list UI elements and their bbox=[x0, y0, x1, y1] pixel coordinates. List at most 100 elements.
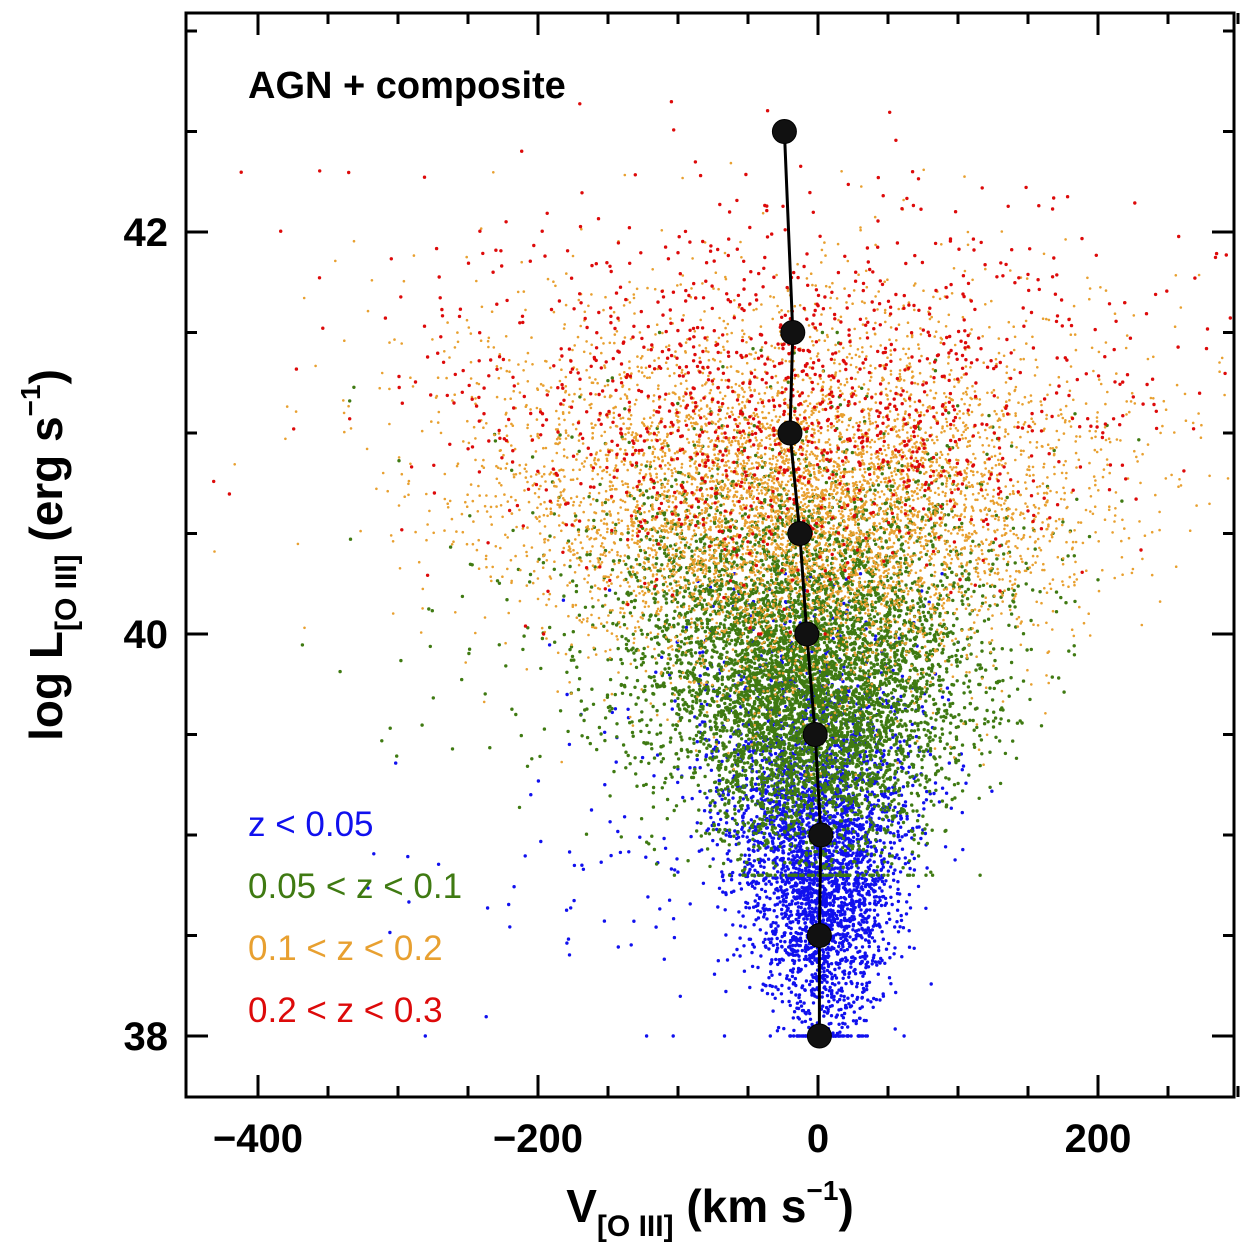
scatter-point bbox=[848, 901, 852, 906]
scatter-point bbox=[838, 769, 843, 774]
scatter-point bbox=[802, 715, 807, 719]
scatter-point bbox=[757, 860, 762, 865]
scatter-point bbox=[771, 920, 775, 925]
scatter-point bbox=[886, 869, 891, 873]
scatter-point bbox=[862, 989, 866, 993]
scatter-point bbox=[581, 867, 586, 871]
scatter-point bbox=[826, 951, 830, 955]
scatter-point bbox=[854, 946, 858, 950]
scatter-point bbox=[872, 916, 877, 920]
scatter-point bbox=[697, 849, 701, 853]
scatter-point bbox=[711, 857, 715, 861]
scatter-point bbox=[760, 620, 764, 624]
scatter-point bbox=[964, 674, 968, 678]
scatter-point bbox=[839, 824, 843, 828]
scatter-point bbox=[864, 883, 869, 887]
scatter-point bbox=[868, 931, 873, 935]
scatter-point bbox=[887, 818, 891, 823]
scatter-point bbox=[967, 572, 971, 576]
scatter-point bbox=[810, 961, 815, 966]
scatter-point bbox=[867, 934, 872, 938]
scatter-point bbox=[928, 752, 933, 757]
scatter-point bbox=[654, 925, 658, 929]
scatter-point bbox=[639, 585, 643, 589]
scatter-point bbox=[692, 443, 697, 447]
scatter-point bbox=[780, 912, 784, 916]
scatter-point bbox=[838, 933, 842, 937]
scatter-point bbox=[893, 1027, 897, 1031]
scatter-point bbox=[811, 954, 816, 958]
scatter-point bbox=[792, 981, 796, 985]
scatter-point bbox=[762, 908, 766, 913]
scatter-point bbox=[961, 764, 966, 768]
scatter-point bbox=[863, 797, 867, 802]
scatter-point bbox=[872, 908, 877, 912]
scatter-point bbox=[798, 880, 803, 885]
scatter-point bbox=[896, 833, 901, 837]
scatter-point bbox=[672, 935, 677, 940]
scatter-point bbox=[879, 868, 883, 872]
scatter-point bbox=[300, 643, 305, 647]
scatter-point bbox=[774, 957, 778, 962]
scatter-point bbox=[890, 902, 894, 907]
scatter-point bbox=[764, 931, 768, 935]
scatter-point bbox=[844, 854, 848, 858]
scatter-point bbox=[638, 835, 642, 839]
scatter-point bbox=[866, 844, 870, 849]
scatter-point bbox=[752, 923, 756, 927]
scatter-point bbox=[795, 943, 799, 947]
scatter-point bbox=[703, 699, 707, 704]
scatter-point bbox=[879, 525, 883, 530]
scatter-point bbox=[779, 876, 783, 880]
scatter-point bbox=[821, 896, 825, 900]
scatter-point bbox=[706, 673, 711, 677]
scatter-point bbox=[790, 850, 794, 854]
scatter-point bbox=[881, 865, 885, 869]
scatter-point bbox=[635, 678, 640, 683]
scatter-point bbox=[673, 609, 677, 613]
scatter-point bbox=[920, 589, 924, 593]
scatter-point bbox=[849, 980, 853, 984]
scatter-point bbox=[865, 908, 869, 912]
scatter-point bbox=[808, 953, 812, 958]
scatter-point bbox=[872, 996, 876, 1001]
scatter-point bbox=[705, 667, 710, 671]
scatter-point bbox=[824, 778, 828, 783]
scatter-point bbox=[769, 960, 774, 965]
scatter-point bbox=[874, 923, 879, 928]
scatter-point bbox=[877, 895, 882, 899]
scatter-point bbox=[751, 794, 755, 799]
scatter-point bbox=[616, 829, 620, 834]
scatter-point bbox=[778, 900, 782, 904]
scatter-point bbox=[839, 986, 844, 990]
scatter-point bbox=[745, 835, 749, 839]
scatter-point bbox=[903, 856, 907, 860]
scatter-point bbox=[870, 936, 875, 940]
scatter-point bbox=[937, 800, 942, 804]
scatter-point bbox=[528, 572, 533, 577]
scatter-point bbox=[736, 835, 741, 839]
scatter-point bbox=[542, 727, 547, 731]
scatter-point bbox=[782, 931, 786, 935]
scatter-point bbox=[925, 866, 929, 870]
scatter-point bbox=[628, 762, 632, 766]
scatter-point bbox=[842, 998, 846, 1002]
scatter-point bbox=[721, 793, 725, 797]
scatter-point bbox=[797, 915, 801, 920]
scatter-point bbox=[757, 895, 762, 900]
scatter-point bbox=[485, 906, 490, 910]
scatter-point bbox=[787, 945, 791, 949]
scatter-point bbox=[738, 954, 742, 958]
scatter-point bbox=[750, 964, 755, 969]
scatter-point bbox=[854, 899, 859, 904]
scatter-point bbox=[751, 942, 755, 947]
scatter-point bbox=[949, 806, 953, 810]
scatter-point bbox=[836, 784, 840, 788]
scatter-point bbox=[899, 913, 903, 918]
scatter-point bbox=[786, 907, 790, 911]
scatter-point bbox=[847, 941, 851, 946]
scatter-point bbox=[764, 984, 768, 988]
scatter-point bbox=[744, 808, 748, 813]
scatter-point bbox=[953, 858, 957, 862]
scatter-point bbox=[787, 978, 792, 982]
